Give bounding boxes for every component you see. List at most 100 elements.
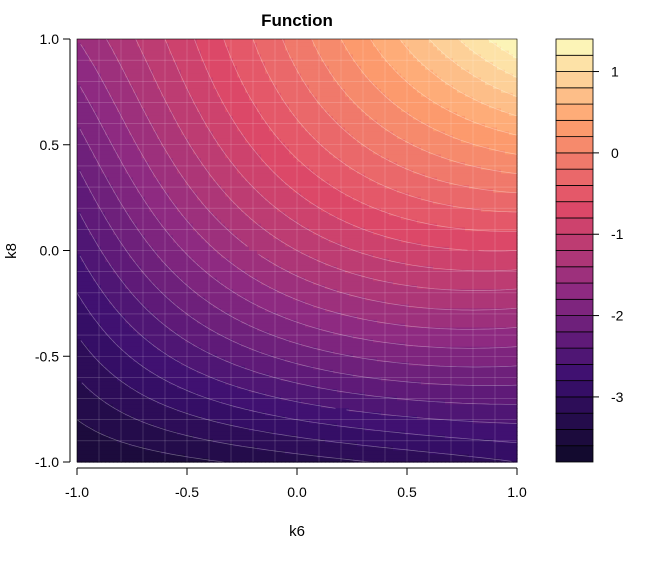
contour-cell <box>225 154 230 159</box>
contour-cell <box>93 388 98 394</box>
contour-cell <box>253 450 258 455</box>
contour-cell <box>81 188 86 194</box>
contour-cell <box>145 423 150 428</box>
contour-cell <box>121 350 126 355</box>
contour-cell <box>117 396 122 402</box>
contour-cell <box>205 208 210 213</box>
contour-cell <box>237 223 242 229</box>
contour-cell <box>253 331 258 336</box>
contour-cell <box>93 150 98 155</box>
contour-cell <box>257 185 262 190</box>
contour-cell <box>113 92 118 98</box>
contour-cell <box>81 173 86 179</box>
contour-cell <box>189 377 194 382</box>
contour-cell <box>165 423 170 428</box>
contour-cell <box>81 88 86 94</box>
contour-cell <box>109 323 114 329</box>
contour-cell <box>225 269 230 275</box>
contour-cell <box>257 115 262 121</box>
contour-cell <box>249 150 254 155</box>
contour-cell <box>189 277 194 282</box>
contour-cell <box>205 223 210 229</box>
contour-cell <box>249 58 254 63</box>
contour-cell <box>161 238 166 244</box>
contour-cell <box>97 73 102 79</box>
contour-cell <box>141 388 146 394</box>
contour-cell <box>213 365 218 371</box>
contour-cell <box>241 338 246 344</box>
contour-cell <box>213 238 218 244</box>
contour-cell <box>173 54 178 59</box>
contour-cell <box>241 162 246 167</box>
contour-cell <box>89 177 94 182</box>
contour-cell <box>77 115 82 121</box>
contour-cell <box>193 46 198 52</box>
contour-cell <box>165 273 170 279</box>
contour-cell <box>249 54 254 59</box>
contour-cell <box>209 200 214 205</box>
contour-cell <box>93 319 98 325</box>
contour-cell <box>97 362 102 367</box>
contour-cell <box>129 123 134 129</box>
contour-cell <box>169 150 174 155</box>
contour-cell <box>133 354 138 359</box>
contour-cell <box>157 62 162 67</box>
contour-cell <box>233 192 238 198</box>
contour-cell <box>237 408 242 413</box>
contour-cell <box>125 300 130 305</box>
contour-cell <box>237 77 242 82</box>
contour-cell <box>209 219 214 225</box>
contour-cell <box>181 177 186 182</box>
contour-cell <box>97 238 102 244</box>
contour-cell <box>145 192 150 198</box>
contour-cell <box>113 246 118 252</box>
contour-cell <box>181 200 186 205</box>
contour-cell <box>81 419 86 425</box>
contour-cell <box>221 192 226 198</box>
contour-cell <box>165 265 170 271</box>
contour-cell <box>169 331 174 336</box>
contour-cell <box>145 231 150 236</box>
contour-cell <box>153 92 158 98</box>
contour-cell <box>185 104 190 109</box>
contour-cell <box>161 127 166 132</box>
contour-cell <box>141 269 146 275</box>
contour-cell <box>89 100 94 105</box>
contour-cell <box>141 396 146 402</box>
contour-cell <box>189 131 194 136</box>
contour-cell <box>153 88 158 94</box>
contour-cell <box>153 254 158 259</box>
contour-cell <box>173 127 178 132</box>
contour-cell <box>173 269 178 275</box>
contour-cell <box>137 242 142 248</box>
contour-cell <box>137 285 142 290</box>
contour-cell <box>77 142 82 148</box>
contour-cell <box>109 265 114 271</box>
contour-cell <box>189 331 194 336</box>
contour-cell <box>189 181 194 186</box>
contour-cell <box>105 438 110 444</box>
contour-cell <box>241 231 246 236</box>
contour-cell <box>201 231 206 236</box>
contour-cell <box>113 358 118 363</box>
contour-cell <box>249 62 254 67</box>
contour-cell <box>161 377 166 382</box>
contour-cell <box>253 385 258 390</box>
contour-cell <box>173 242 178 248</box>
contour-cell <box>101 46 106 52</box>
contour-cell <box>241 77 246 82</box>
contour-cell <box>181 238 186 244</box>
contour-cell <box>81 123 86 129</box>
contour-cell <box>93 262 98 267</box>
contour-cell <box>109 358 114 363</box>
contour-cell <box>161 119 166 125</box>
contour-cell <box>237 39 242 44</box>
contour-cell <box>181 219 186 225</box>
contour-cell <box>77 400 82 405</box>
contour-cell <box>165 96 170 102</box>
contour-cell <box>209 335 214 340</box>
contour-cell <box>105 408 110 413</box>
contour-cell <box>201 446 206 452</box>
contour-cell <box>237 250 242 255</box>
contour-cell <box>89 427 94 432</box>
